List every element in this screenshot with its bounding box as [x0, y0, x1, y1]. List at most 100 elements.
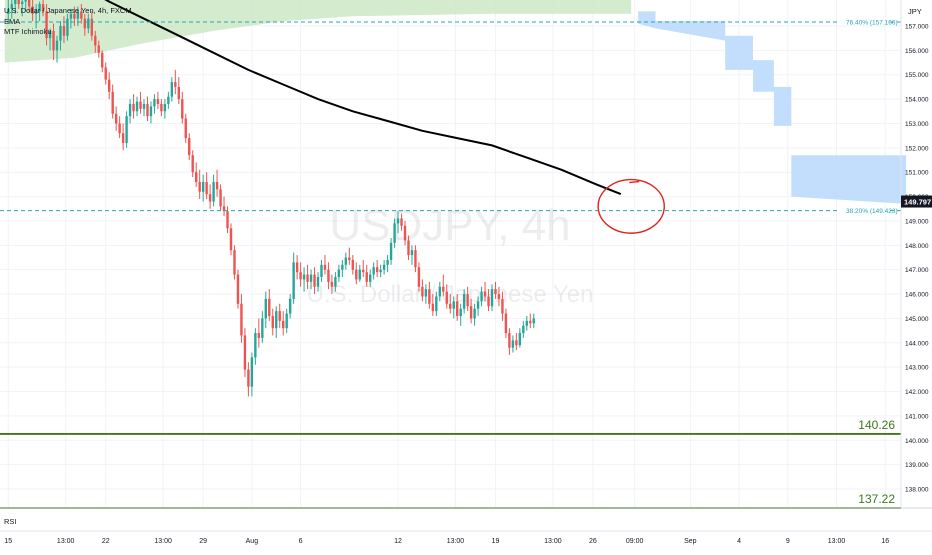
candle[interactable] [476, 296, 480, 316]
candle[interactable] [121, 123, 125, 151]
candles-series[interactable] [7, 0, 535, 397]
candle[interactable] [414, 245, 417, 273]
candle[interactable] [118, 116, 121, 139]
candle[interactable] [69, 8, 73, 29]
candle[interactable] [271, 308, 274, 336]
candle[interactable] [111, 84, 114, 119]
candle[interactable] [181, 91, 184, 124]
candle[interactable] [257, 318, 261, 348]
candle[interactable] [160, 99, 163, 117]
candle[interactable] [532, 313, 535, 329]
candle[interactable] [306, 264, 309, 290]
candle[interactable] [191, 150, 194, 178]
candle[interactable] [393, 218, 396, 248]
candle[interactable] [177, 77, 180, 104]
candle[interactable] [389, 238, 393, 265]
candle[interactable] [295, 255, 299, 280]
candle[interactable] [24, 0, 27, 12]
candle[interactable] [351, 255, 354, 275]
candle[interactable] [508, 328, 511, 355]
candle[interactable] [243, 328, 247, 377]
candle[interactable] [504, 308, 508, 338]
last-price-badge[interactable]: 149.797 [901, 195, 932, 208]
candle[interactable] [97, 40, 100, 58]
chart-title[interactable]: U.S. Dollar / Japanese Yen, 4h, FXCM [4, 6, 132, 15]
candle[interactable] [369, 269, 372, 287]
candle[interactable] [21, 0, 24, 17]
candle[interactable] [163, 99, 167, 119]
candle[interactable] [184, 113, 187, 143]
candle[interactable] [386, 255, 389, 273]
price-axis[interactable]: 157.000 156.000 155.000 154.000 153.000 152.0… [901, 24, 932, 494]
candle[interactable] [462, 289, 466, 314]
candle[interactable] [320, 259, 323, 282]
candle[interactable] [229, 223, 233, 256]
candle[interactable] [27, 0, 31, 12]
candle[interactable] [501, 291, 504, 321]
candle[interactable] [466, 286, 469, 312]
candle[interactable] [473, 303, 476, 326]
candle[interactable] [375, 259, 379, 277]
candle[interactable] [302, 267, 306, 292]
candle[interactable] [445, 284, 448, 309]
candle[interactable] [261, 311, 264, 343]
candle[interactable] [94, 30, 97, 53]
candle[interactable] [31, 0, 34, 22]
time-axis[interactable]: 15 13:00 22 13:00 29 Aug 6 12 13:00 19 13:00 26 09:0… [4, 538, 889, 545]
candle[interactable] [59, 21, 62, 51]
candle[interactable] [34, 4, 38, 29]
candle[interactable] [327, 262, 330, 290]
candle[interactable] [174, 69, 177, 95]
candle[interactable] [114, 106, 118, 131]
candle[interactable] [198, 169, 201, 200]
candle[interactable] [480, 286, 483, 307]
candle[interactable] [205, 172, 208, 200]
candle[interactable] [323, 255, 327, 275]
candle[interactable] [518, 328, 522, 348]
candle[interactable] [254, 328, 257, 365]
candle[interactable] [348, 247, 351, 265]
candle[interactable] [355, 262, 358, 285]
candle[interactable] [275, 306, 278, 338]
annotation-ellipse[interactable] [597, 178, 665, 234]
candle[interactable] [487, 289, 490, 312]
candle[interactable] [268, 289, 271, 321]
candle[interactable] [292, 252, 295, 304]
candle[interactable] [334, 272, 337, 292]
candle[interactable] [233, 245, 236, 280]
candle[interactable] [41, 0, 45, 17]
candle[interactable] [511, 335, 515, 353]
candle[interactable] [149, 101, 153, 124]
candle[interactable] [87, 13, 90, 34]
candle[interactable] [459, 303, 462, 326]
candle[interactable] [52, 23, 55, 61]
candle[interactable] [7, 0, 10, 24]
candle[interactable] [156, 91, 160, 109]
candle[interactable] [490, 284, 494, 312]
indicator-ema-label[interactable]: EMA [4, 16, 21, 26]
candle[interactable] [285, 308, 288, 334]
candle[interactable] [146, 96, 149, 122]
candle[interactable] [410, 245, 414, 265]
candle[interactable] [83, 13, 87, 36]
candle[interactable] [452, 296, 455, 319]
candle[interactable] [438, 281, 441, 302]
candle[interactable] [170, 77, 174, 102]
candle[interactable] [362, 259, 365, 277]
candle[interactable] [80, 4, 83, 24]
candle[interactable] [139, 91, 142, 114]
candle[interactable] [62, 16, 66, 44]
candle[interactable] [515, 333, 518, 351]
candle[interactable] [522, 320, 525, 338]
candle[interactable] [428, 281, 431, 309]
candle[interactable] [208, 184, 212, 209]
candle[interactable] [90, 11, 93, 41]
candle[interactable] [365, 264, 368, 287]
candle[interactable] [424, 284, 428, 304]
candle[interactable] [38, 1, 41, 22]
candle[interactable] [48, 28, 52, 51]
candle[interactable] [142, 99, 146, 117]
candle[interactable] [278, 303, 281, 329]
